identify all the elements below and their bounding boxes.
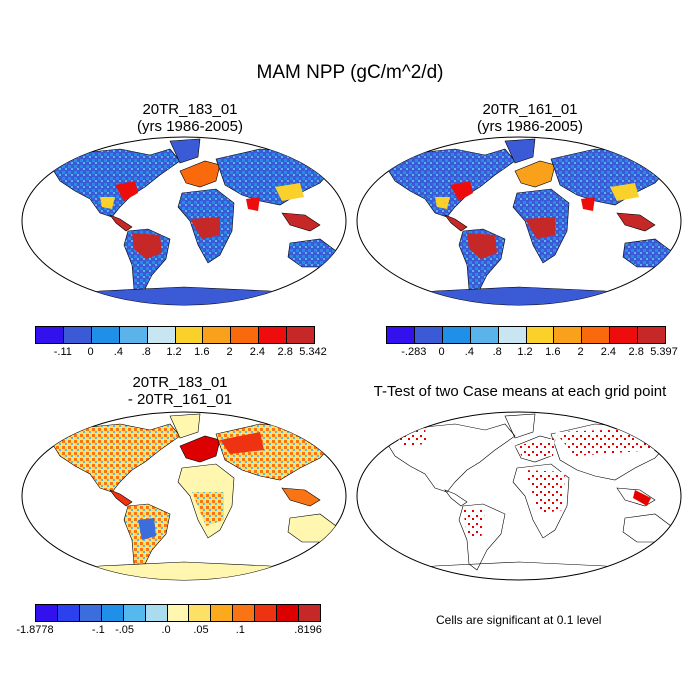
cb3-swatch <box>233 605 256 621</box>
cb1-tick-label: 2.8 <box>277 346 293 358</box>
cb3-tick-label: .05 <box>193 624 209 636</box>
cb2-swatch <box>498 327 527 343</box>
cb3-tick-label: -.05 <box>115 624 135 636</box>
cb2-tick-label: 1.2 <box>517 346 533 358</box>
cb1-swatch <box>91 327 120 343</box>
panel2-title-line1: 20TR_161_01 <box>482 101 578 118</box>
cb1-tick-label: 1.2 <box>166 346 182 358</box>
panel4-title-line1: T-Test of two Case means at each grid po… <box>373 383 667 400</box>
cb3-tick-label: -.1 <box>91 624 105 636</box>
cb3-swatch <box>299 605 320 621</box>
cb1-tick-label: -.11 <box>53 346 72 358</box>
colorbar-1 <box>35 326 315 344</box>
cb3-swatch <box>145 605 168 621</box>
cb1-swatch <box>119 327 148 343</box>
cb2-swatch <box>610 327 639 343</box>
cb2-tick-label: 0 <box>438 346 445 358</box>
panel1-title: 20TR_183_01 (yrs 1986-2005) <box>80 101 300 135</box>
cb1-swatch <box>147 327 176 343</box>
cb2-swatch <box>414 327 443 343</box>
cb2-swatch <box>387 327 415 343</box>
panel4-title: T-Test of two Case means at each grid po… <box>350 383 690 400</box>
cb3-swatch <box>211 605 234 621</box>
cb1-swatch <box>259 327 288 343</box>
panel1-title-line2: (yrs 1986-2005) <box>137 118 243 135</box>
cb2-tick-label: 2 <box>577 346 584 358</box>
cb2-swatch <box>470 327 499 343</box>
panel1-title-line1: 20TR_183_01 <box>142 101 238 118</box>
panel4-map <box>355 410 683 582</box>
panel3-title-line2: - 20TR_161_01 <box>127 391 233 408</box>
cb3-tick-label: .1 <box>235 624 245 636</box>
cb3-swatch <box>167 605 190 621</box>
cb1-tick-label: 2.4 <box>249 346 266 358</box>
cb3-swatch <box>57 605 80 621</box>
cb1-swatch <box>231 327 260 343</box>
cb2-swatch <box>638 327 666 343</box>
cb1-swatch <box>203 327 232 343</box>
cb1-swatch <box>175 327 204 343</box>
significance-note: Cells are significant at 0.1 level <box>436 613 602 627</box>
cb3-tick-label: .0 <box>161 624 171 636</box>
cb3-swatch <box>36 605 58 621</box>
cb1-swatch <box>287 327 315 343</box>
cb2-tick-label: 2.8 <box>628 346 644 358</box>
cb2-swatch <box>526 327 555 343</box>
cb3-swatch <box>101 605 124 621</box>
cb1-tick-label: .8 <box>141 346 151 358</box>
panel2-title-line2: (yrs 1986-2005) <box>477 118 583 135</box>
cb2-swatch <box>554 327 583 343</box>
cb1-tick-label: .4 <box>113 346 123 358</box>
cb1-tick-label: 0 <box>87 346 94 358</box>
colorbar-3 <box>35 604 321 622</box>
cb3-swatch <box>79 605 102 621</box>
panel3-title: 20TR_183_01 - 20TR_161_01 <box>70 374 290 408</box>
cb3-tick-label: .8196 <box>294 624 322 636</box>
cb1-tick-label: 2 <box>226 346 233 358</box>
cb2-tick-label: .8 <box>492 346 502 358</box>
panel2-map <box>355 135 683 307</box>
cb2-tick-label: .4 <box>464 346 474 358</box>
cb2-tick-label: -.283 <box>401 346 427 358</box>
cb3-swatch <box>277 605 300 621</box>
cb3-swatch <box>123 605 146 621</box>
cb2-swatch <box>442 327 471 343</box>
panel3-title-line1: 20TR_183_01 <box>132 374 228 391</box>
cb2-tick-label: 2.4 <box>600 346 617 358</box>
cb1-tick-label: 1.6 <box>194 346 210 358</box>
cb2-tick-label: 5.397 <box>650 346 678 358</box>
cb3-swatch <box>189 605 212 621</box>
cb3-tick-label: -1.8778 <box>16 624 54 636</box>
cb3-swatch <box>255 605 278 621</box>
panel3-map <box>20 410 348 582</box>
cb2-swatch <box>582 327 611 343</box>
panel2-title: 20TR_161_01 (yrs 1986-2005) <box>420 101 640 135</box>
cb2-tick-label: 1.6 <box>545 346 561 358</box>
cb1-swatch <box>36 327 64 343</box>
panel1-map <box>20 135 348 307</box>
cb1-tick-label: 5.342 <box>299 346 327 358</box>
colorbar-2 <box>386 326 666 344</box>
cb1-swatch <box>63 327 92 343</box>
page-title: MAM NPP (gC/m^2/d) <box>256 62 444 83</box>
